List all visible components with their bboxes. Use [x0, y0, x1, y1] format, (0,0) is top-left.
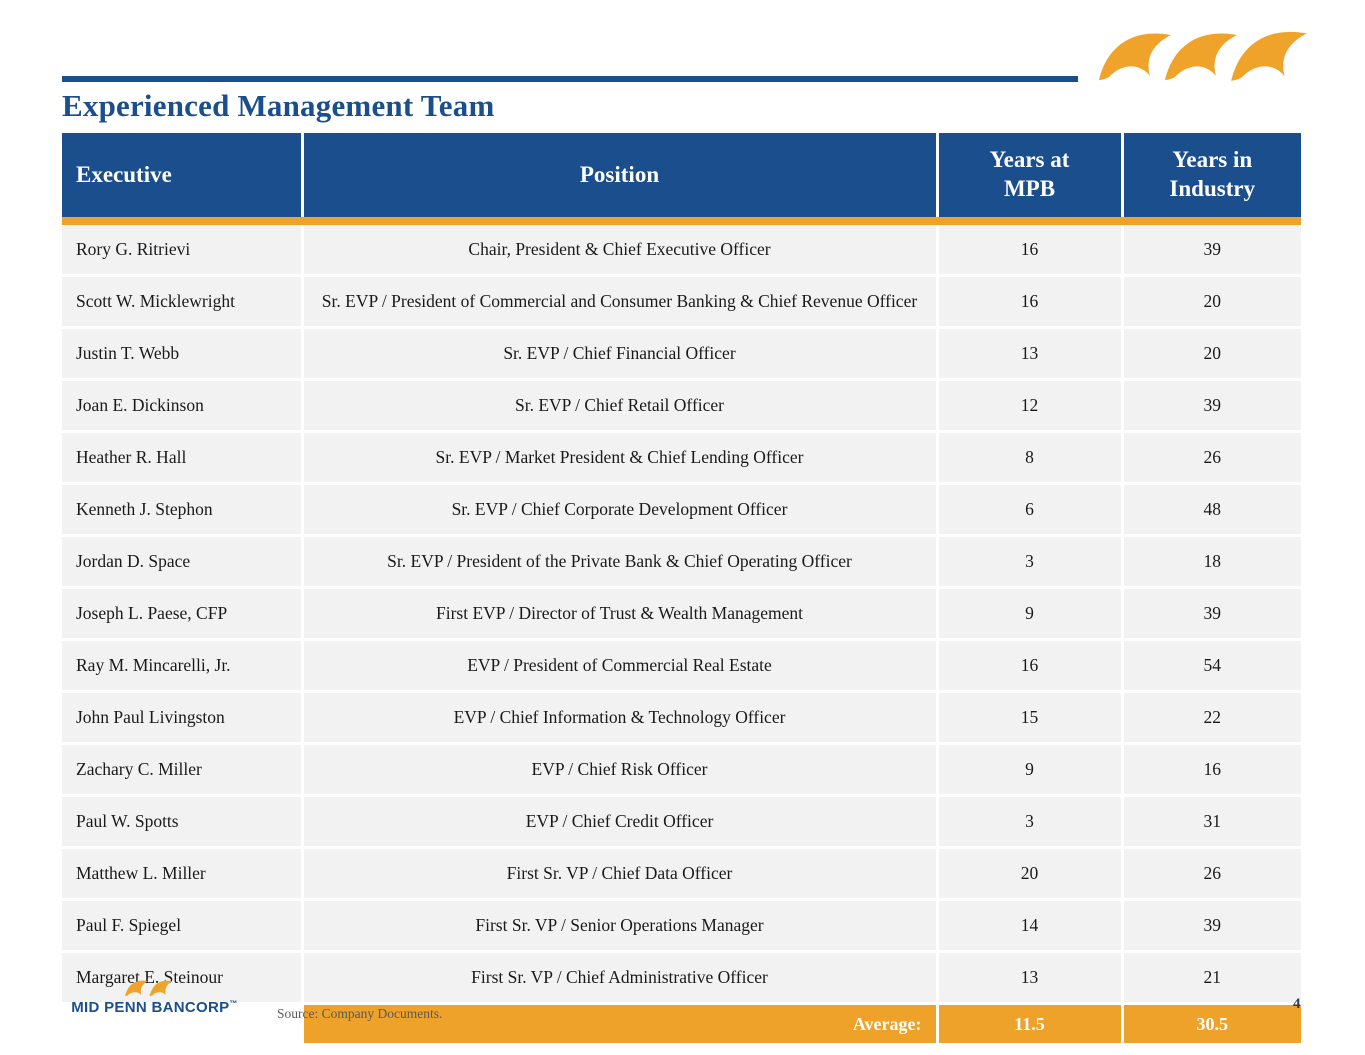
header-years-industry: Years in Industry	[1122, 133, 1301, 217]
cell-years-mpb: 3	[937, 535, 1124, 589]
cell-years-industry: 26	[1122, 431, 1301, 485]
cell-years-industry: 48	[1122, 483, 1301, 537]
trademark-mark: ™	[229, 999, 238, 1008]
cell-years-mpb: 14	[937, 899, 1124, 953]
cell-executive: Joan E. Dickinson	[62, 379, 304, 433]
cell-years-industry: 20	[1122, 327, 1301, 381]
cell-executive: Margaret E. Steinour	[62, 951, 304, 1005]
table-row: Margaret E. Steinour First Sr. VP / Chief…	[62, 951, 1301, 1005]
cell-position: EVP / President of Commercial Real Estat…	[302, 639, 939, 693]
cell-years-mpb: 8	[937, 431, 1124, 485]
average-label: Average:	[302, 1003, 939, 1043]
cell-position: First Sr. VP / Chief Data Officer	[302, 847, 939, 901]
cell-years-mpb: 20	[937, 847, 1124, 901]
cell-years-mpb: 13	[937, 951, 1124, 1005]
page-title: Experienced Management Team	[62, 88, 495, 123]
mid-penn-bancorp-logo: MID PENN BANCORP™	[62, 978, 247, 1016]
cell-executive: John Paul Livingston	[62, 691, 304, 745]
cell-years-industry: 39	[1122, 587, 1301, 641]
cell-years-mpb: 13	[937, 327, 1124, 381]
page-number: 4	[1293, 996, 1301, 1012]
cell-years-mpb: 6	[937, 483, 1124, 537]
cell-years-mpb: 9	[937, 743, 1124, 797]
cell-executive: Scott W. Micklewright	[62, 275, 304, 329]
cell-years-industry: 39	[1122, 379, 1301, 433]
table-row: Paul F. Spiegel First Sr. VP / Senior Ope…	[62, 899, 1301, 953]
cell-executive: Kenneth J. Stephon	[62, 483, 304, 537]
average-row: Average: 11.5 30.5	[62, 1002, 1301, 1043]
cell-position: First Sr. VP / Senior Operations Manager	[302, 899, 939, 953]
table-row: Ray M. Mincarelli, Jr. EVP / President of…	[62, 639, 1301, 693]
cell-years-industry: 31	[1122, 795, 1301, 849]
table-row: Matthew L. Miller First Sr. VP / Chief Da…	[62, 847, 1301, 901]
cell-position: Sr. EVP / President of the Private Bank …	[302, 535, 939, 589]
table-row: Rory G. Ritrievi Chair, President & Chief…	[62, 225, 1301, 277]
cell-years-industry: 20	[1122, 275, 1301, 329]
cell-position: Sr. EVP / Chief Corporate Development Of…	[302, 483, 939, 537]
table-row: Joan E. Dickinson Sr. EVP / Chief Retail …	[62, 379, 1301, 433]
brand-name: MID PENN BANCORP™	[71, 999, 238, 1016]
cell-position: Sr. EVP / Market President & Chief Lendi…	[302, 431, 939, 485]
table-row: Heather R. Hall Sr. EVP / Market Presiden…	[62, 431, 1301, 485]
cell-years-mpb: 16	[937, 275, 1124, 329]
cell-executive: Justin T. Webb	[62, 327, 304, 381]
cell-executive: Jordan D. Space	[62, 535, 304, 589]
cell-position: EVP / Chief Information & Technology Off…	[302, 691, 939, 745]
cell-years-industry: 54	[1122, 639, 1301, 693]
management-table: Executive Position Years at MPB Years in…	[62, 133, 1301, 1043]
table-row: Joseph L. Paese, CFP First EVP / Director…	[62, 587, 1301, 641]
header-years-mpb: Years at MPB	[937, 133, 1124, 217]
cell-executive: Ray M. Mincarelli, Jr.	[62, 639, 304, 693]
cell-years-mpb: 15	[937, 691, 1124, 745]
cell-executive: Rory G. Ritrievi	[62, 225, 304, 277]
table-row: Scott W. Micklewright Sr. EVP / President…	[62, 275, 1301, 329]
cell-years-industry: 18	[1122, 535, 1301, 589]
cell-position: First Sr. VP / Chief Administrative Offi…	[302, 951, 939, 1005]
table-row: Paul W. Spotts EVP / Chief Credit Officer…	[62, 795, 1301, 849]
table-row: Kenneth J. Stephon Sr. EVP / Chief Corpor…	[62, 483, 1301, 537]
average-spacer	[62, 1002, 304, 1043]
accent-bar	[62, 217, 1301, 225]
cell-years-mpb: 9	[937, 587, 1124, 641]
cell-executive: Paul F. Spiegel	[62, 899, 304, 953]
cell-years-mpb: 3	[937, 795, 1124, 849]
cell-executive: Zachary C. Miller	[62, 743, 304, 797]
table-row: Jordan D. Space Sr. EVP / President of th…	[62, 535, 1301, 589]
cell-years-mpb: 12	[937, 379, 1124, 433]
table-header-row: Executive Position Years at MPB Years in…	[62, 133, 1301, 217]
cell-executive: Paul W. Spotts	[62, 795, 304, 849]
table-row: Justin T. Webb Sr. EVP / Chief Financial …	[62, 327, 1301, 381]
cell-position: EVP / Chief Risk Officer	[302, 743, 939, 797]
cell-years-industry: 16	[1122, 743, 1301, 797]
cell-position: Sr. EVP / Chief Retail Officer	[302, 379, 939, 433]
cell-position: Sr. EVP / President of Commercial and Co…	[302, 275, 939, 329]
wave-icon	[124, 980, 172, 997]
cell-years-industry: 39	[1122, 899, 1301, 953]
mid-penn-wave-logo-icon	[1095, 26, 1313, 84]
average-years-mpb: 11.5	[937, 1003, 1124, 1043]
cell-years-industry: 26	[1122, 847, 1301, 901]
header-position: Position	[302, 133, 939, 217]
header-rule	[62, 76, 1078, 82]
table-body: Rory G. Ritrievi Chair, President & Chief…	[62, 225, 1301, 1005]
cell-years-industry: 21	[1122, 951, 1301, 1005]
cell-position: Sr. EVP / Chief Financial Officer	[302, 327, 939, 381]
table-row: Zachary C. Miller EVP / Chief Risk Office…	[62, 743, 1301, 797]
cell-years-industry: 39	[1122, 225, 1301, 277]
header-executive: Executive	[62, 133, 304, 217]
source-note: Source: Company Documents.	[277, 1006, 443, 1021]
cell-years-industry: 22	[1122, 691, 1301, 745]
cell-executive: Joseph L. Paese, CFP	[62, 587, 304, 641]
cell-position: Chair, President & Chief Executive Offic…	[302, 225, 939, 277]
cell-executive: Matthew L. Miller	[62, 847, 304, 901]
cell-executive: Heather R. Hall	[62, 431, 304, 485]
cell-position: First EVP / Director of Trust & Wealth M…	[302, 587, 939, 641]
cell-position: EVP / Chief Credit Officer	[302, 795, 939, 849]
table-row: John Paul Livingston EVP / Chief Informat…	[62, 691, 1301, 745]
cell-years-mpb: 16	[937, 225, 1124, 277]
cell-years-mpb: 16	[937, 639, 1124, 693]
average-years-industry: 30.5	[1122, 1003, 1301, 1043]
